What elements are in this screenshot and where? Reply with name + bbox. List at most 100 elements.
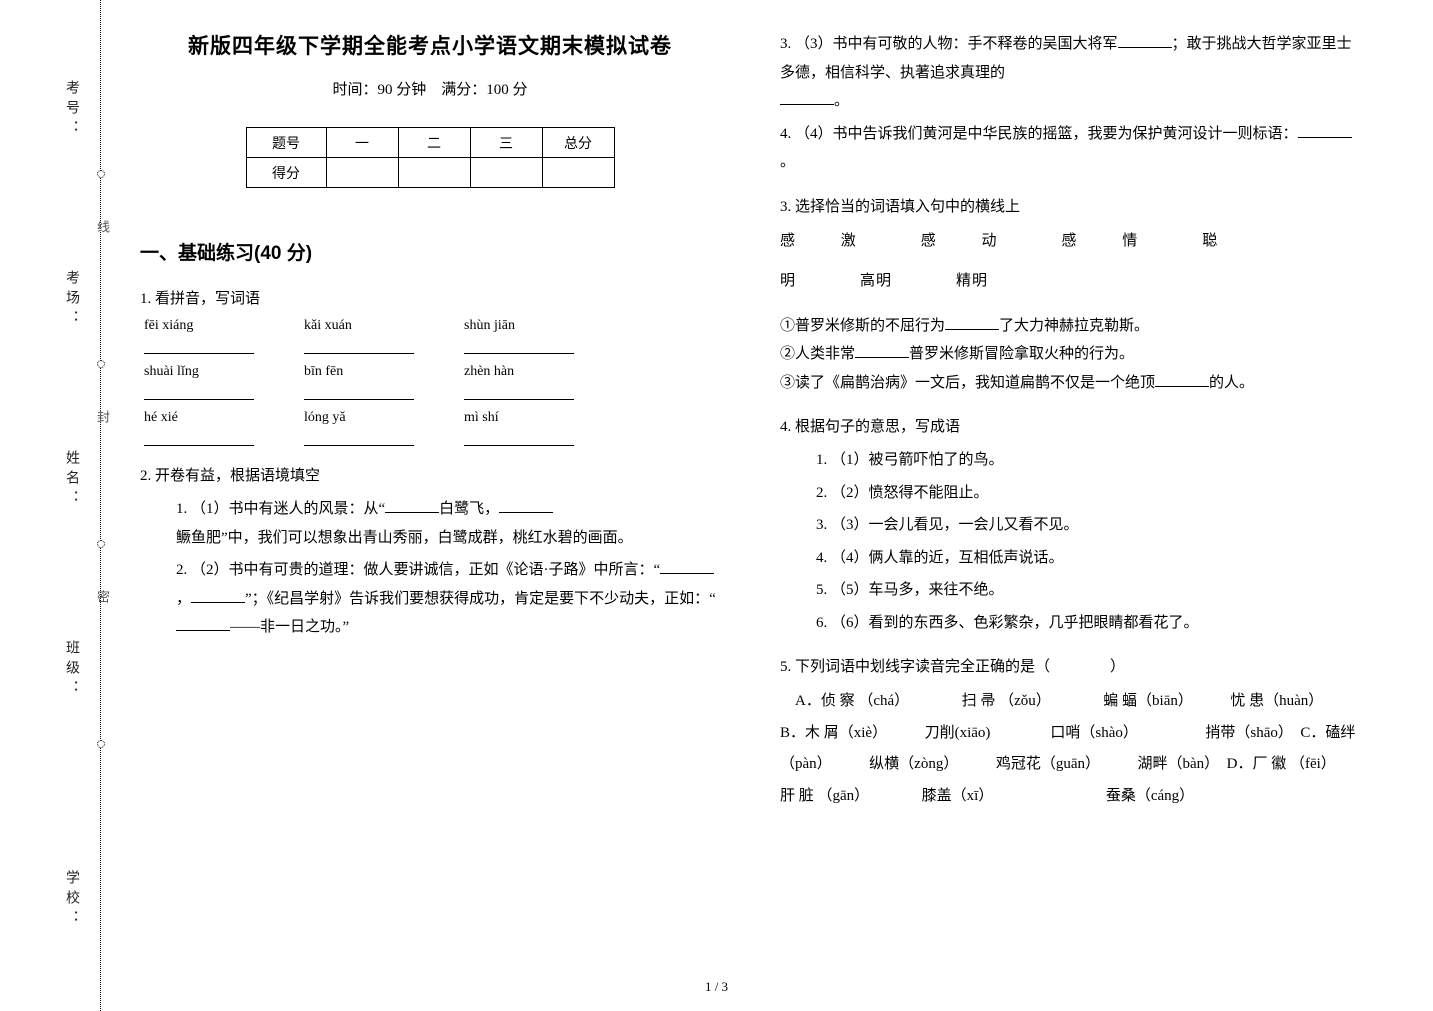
item-text: （3）书中有可敬的人物：手不释卷的吴国大将军 [795,36,1118,52]
binding-label-exam-no: 考号： [61,80,81,140]
fill-blank[interactable] [1298,124,1352,138]
answer-blank-row [144,338,720,354]
page-body: 新版四年级下学期全能考点小学语文期末模拟试卷 时间：90 分钟 满分：100 分… [140,30,1393,812]
pinyin-row: hé xié lóng yǎ mì shí [144,410,720,426]
answer-blank-row [144,384,720,400]
q3-item-2: ②人类非常普罗米修斯冒险拿取火种的行为。 [780,340,1360,369]
table-row: 得分 [246,158,614,188]
binding-line: 考号： 线 考场： 封 姓名： 密 班级： 学校： [100,0,101,1011]
answer-blank[interactable] [144,430,254,446]
binding-label-room: 考场： [61,270,81,330]
pinyin: shuài lǐng [144,364,254,380]
pinyin-block: fēi xiáng kǎi xuán shùn jiān shuài lǐng … [144,318,720,446]
pinyin-row: shuài lǐng bīn fēn zhèn hàn [144,364,720,380]
fill-blank[interactable] [191,589,245,603]
item-num: 4. [816,550,827,566]
binding-hole [97,360,105,368]
fill-blank[interactable] [499,499,553,513]
pinyin: mì shí [464,410,574,426]
item-num: 4. [780,126,791,142]
q1-title: 1. 看拼音，写词语 [140,287,720,308]
answer-blank[interactable] [464,338,574,354]
q3-item-3: ③读了《扁鹊治病》一文后，我知道扁鹊不仅是一个绝顶的人。 [780,369,1360,398]
q2-subitems: 1. （1）书中有迷人的风景：从“ 白鹭飞， 鳜鱼肥”中，我们可以想象出青山秀丽，白… [176,495,720,642]
pinyin: kǎi xuán [304,318,414,334]
q4-subitems: 1. （1）被弓箭吓怕了的鸟。 2. （2）愤怒得不能阻止。 3. （3）一会儿… [816,446,1360,637]
answer-blank[interactable] [144,384,254,400]
item-text: ①普罗米修斯的不屈行为 [780,318,945,334]
q2-title: 2. 开卷有益，根据语境填空 [140,464,720,485]
score-col-2: 二 [398,128,470,158]
right-column: 3. （3）书中有可敬的人物：手不释卷的吴国大将军；敢于挑战大哲学家亚里士多德，… [780,30,1360,812]
answer-blank[interactable] [304,338,414,354]
q2-item-2: 2. （2）书中有可贵的道理：做人要讲诚信，正如《论语·子路》中所言：“，”；《… [176,556,720,642]
q4-item: 2. （2）愤怒得不能阻止。 [816,479,1360,508]
score-cell [326,158,398,188]
q3-word-bank-1: 感 激 感 动 感 情 聪 [780,226,1360,256]
pinyin: zhèn hàn [464,364,574,380]
fill-blank[interactable] [780,91,834,105]
q4-item: 4. （4）俩人靠的近，互相低声说话。 [816,544,1360,573]
table-row: 题号 一 二 三 总分 [246,128,614,158]
score-row-label: 得分 [246,158,326,188]
binding-hole [97,740,105,748]
q2-item-1: 1. （1）书中有迷人的风景：从“ 白鹭飞， 鳜鱼肥”中，我们可以想象出青山秀丽，白… [176,495,720,552]
item-text: 鳜鱼肥”中，我们可以想象出青山秀丽，白鹭成群，桃红水碧的画面。 [176,530,633,546]
item-num: 3. [816,517,827,533]
item-num: 3. [780,36,791,52]
binding-label-class: 班级： [61,640,81,700]
item-num: 2. [176,562,187,578]
fill-blank[interactable] [660,560,714,574]
item-text: 。 [834,93,849,109]
answer-blank[interactable] [304,430,414,446]
left-column: 新版四年级下学期全能考点小学语文期末模拟试卷 时间：90 分钟 满分：100 分… [140,30,720,812]
answer-blank[interactable] [304,384,414,400]
answer-blank[interactable] [464,430,574,446]
q2-item-4: 4. （4）书中告诉我们黄河是中华民族的摇篮，我要为保护黄河设计一则标语：。 [780,120,1360,177]
item-text: （2）愤怒得不能阻止。 [831,485,989,501]
page-number: 1 / 3 [705,979,728,995]
q4-title: 4. 根据句子的意思，写成语 [780,415,1360,436]
fill-blank[interactable] [855,344,909,358]
q4-item: 3. （3）一会儿看见，一会儿又看不见。 [816,511,1360,540]
fill-blank[interactable] [385,499,439,513]
q3-title: 3. 选择恰当的词语填入句中的横线上 [780,195,1360,216]
answer-blank-row [144,430,720,446]
item-num: 1. [176,501,187,517]
fill-blank[interactable] [945,316,999,330]
q3-word-bank-2: 明 高明 精明 [780,266,1360,296]
fill-blank[interactable] [1155,373,1209,387]
fill-blank[interactable] [1118,34,1172,48]
q4-item: 6. （6）看到的东西多、色彩繁杂，几乎把眼睛都看花了。 [816,609,1360,638]
exam-title: 新版四年级下学期全能考点小学语文期末模拟试卷 [140,30,720,60]
item-num: 5. [816,582,827,598]
item-text: ——非一日之功。” [230,619,349,635]
q5-title: 5. 下列词语中划线字读音完全正确的是（ ） [780,655,1360,676]
item-text: 。 [780,154,795,170]
score-col-1: 一 [326,128,398,158]
item-text: 白鹭飞， [439,501,499,517]
score-cell [542,158,614,188]
item-text: （3）一会儿看见，一会儿又看不见。 [831,517,1079,533]
q4-item: 5. （5）车马多，来往不绝。 [816,576,1360,605]
fill-blank[interactable] [176,617,230,631]
answer-blank[interactable] [144,338,254,354]
item-num: 2. [816,485,827,501]
binding-hole [97,170,105,178]
item-text: ②人类非常 [780,346,855,362]
q5-choices: A．侦 察 （chá） 扫 帚 （zǒu） 蝙 蝠（biān） 忧 患（huàn… [780,686,1360,812]
binding-label-name: 姓名： [61,450,81,510]
score-col-3: 三 [470,128,542,158]
exam-subhead: 时间：90 分钟 满分：100 分 [140,78,720,99]
q3-sentences: ①普罗米修斯的不屈行为 了大力神赫拉克勒斯。 ②人类非常普罗米修斯冒险拿取火种的行… [780,312,1360,398]
item-text: （5）车马多，来往不绝。 [831,582,1004,598]
answer-blank[interactable] [464,384,574,400]
item-text: （4）俩人靠的近，互相低声说话。 [831,550,1064,566]
score-cell [470,158,542,188]
item-text: 了大力神赫拉克勒斯。 [999,318,1149,334]
item-text: （1）书中有迷人的风景：从“ [191,501,385,517]
pinyin-row: fēi xiáng kǎi xuán shùn jiān [144,318,720,334]
pinyin: lóng yǎ [304,410,414,426]
item-text: ”；《纪昌学射》告诉我们要想获得成功，肯定是要下不少动夫，正如：“ [245,591,716,607]
binding-word-secret: 密 [93,590,112,607]
